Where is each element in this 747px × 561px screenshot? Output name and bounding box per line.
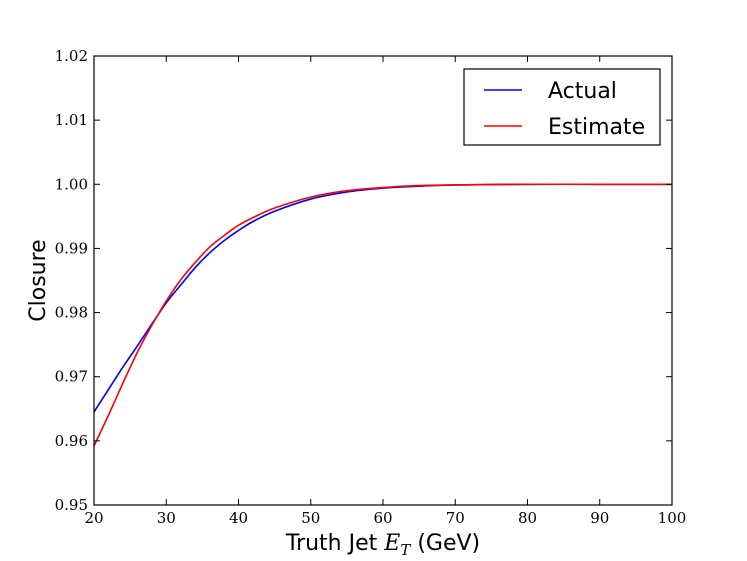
x-tick-label: 100 <box>658 509 687 527</box>
x-tick-label: 90 <box>590 509 609 527</box>
axis-ticks <box>93 55 673 506</box>
x-tick-label: 20 <box>84 509 103 527</box>
y-tick-label: 1.02 <box>55 47 88 65</box>
legend: Actual Estimate <box>463 68 661 146</box>
series-line-estimate <box>93 183 672 447</box>
x-axis-label-math: E <box>383 531 400 556</box>
y-tick-label: 1.01 <box>55 111 88 129</box>
legend-label-actual: Actual <box>548 79 617 104</box>
y-tick-label: 1.00 <box>55 175 88 193</box>
x-axis-label-math-sub: T <box>400 541 411 559</box>
y-tick-label: 0.96 <box>55 432 88 450</box>
x-tick-label: 80 <box>518 509 537 527</box>
x-axis-label-prefix: Truth Jet <box>285 531 384 556</box>
x-axis-label-suffix: (GeV) <box>410 531 480 556</box>
x-axis-label: Truth Jet ET (GeV) <box>285 531 480 559</box>
legend-box <box>463 68 661 146</box>
axis-tick-labels: 20 30 40 50 60 70 80 90 100 0.95 0.96 0.97 0.98 0.99 1… <box>55 47 687 527</box>
y-tick-label: 0.95 <box>55 496 88 514</box>
legend-label-estimate: Estimate <box>548 115 645 140</box>
x-tick-label: 30 <box>157 509 176 527</box>
x-tick-label: 60 <box>373 509 392 527</box>
y-tick-label: 0.98 <box>55 304 88 322</box>
x-tick-label: 40 <box>229 509 248 527</box>
x-tick-label: 50 <box>301 509 320 527</box>
y-axis-label: Closure <box>26 239 51 321</box>
x-tick-label: 70 <box>446 509 465 527</box>
y-tick-label: 0.97 <box>55 368 88 386</box>
y-tick-label: 0.99 <box>55 239 88 257</box>
plot-lines <box>93 183 672 447</box>
series-line-actual <box>93 183 672 413</box>
